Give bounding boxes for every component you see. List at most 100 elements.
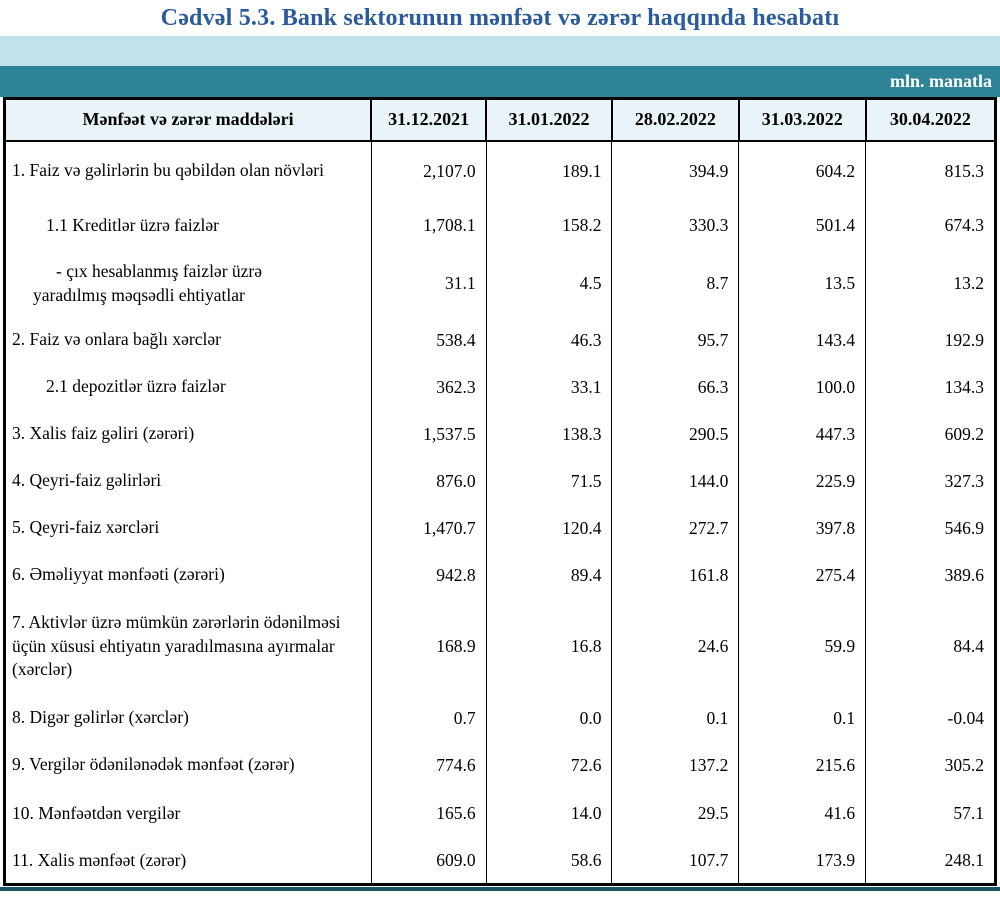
value-cell: 138.3: [486, 410, 613, 458]
column-header-items: Mənfəət və zərər maddələri: [4, 98, 373, 142]
table-row: 8. Digər gəlirlər (xərclər) 0.7 0.0 0.1 …: [4, 694, 996, 742]
value-cell: 165.6: [371, 788, 487, 839]
column-header-date-4: 31.03.2022: [738, 98, 867, 142]
value-cell: 143.4: [738, 316, 867, 364]
value-cell: 29.5: [611, 788, 740, 839]
table-row: 11. Xalis mənfəət (zərər) 609.0 58.6 107…: [4, 838, 996, 885]
value-cell: 1,708.1: [371, 200, 487, 251]
table-row: 2. Faiz və onlara bağlı xərclər 538.4 46…: [4, 316, 996, 364]
value-cell: 84.4: [953, 636, 984, 656]
table-row: 5. Qeyri-faiz xərcləri 1,470.7 120.4 272…: [4, 504, 996, 552]
value-cell: 161.8: [611, 551, 740, 599]
row-label: 1. Faiz və gəlirlərin bu qəbildən olan n…: [4, 140, 372, 201]
row-label: 5. Qeyri-faiz xərcləri: [4, 504, 372, 552]
table-row: 7. Aktivlər üzrə mümkün zərərlərin ödəni…: [4, 598, 996, 695]
value-cell: 290.5: [611, 410, 740, 458]
teal-header-band: mln. manatla: [0, 66, 1000, 97]
value-cell: 59.9: [738, 598, 867, 695]
value-cell: 16.8: [486, 598, 613, 695]
value-cell: 248.1: [944, 850, 984, 871]
value-cell: 1,470.7: [371, 504, 487, 552]
row-label-line2: yaradılmış məqsədli ehtiyatlar: [33, 284, 245, 305]
table-row: 1. Faiz və gəlirlərin bu qəbildən olan n…: [4, 140, 996, 201]
row-label-line1: - çıx hesablanmış faizlər üzrə: [56, 260, 263, 281]
value-cell: 389.6: [944, 564, 984, 585]
value-cell: 609.2: [944, 423, 984, 444]
value-cell: 66.3: [611, 363, 740, 411]
value-cell: 4.5: [486, 250, 613, 317]
value-cell: 158.2: [486, 200, 613, 251]
value-cell: 876.0: [371, 457, 487, 505]
value-cell: 546.9: [944, 517, 984, 538]
column-header-date-3: 28.02.2022: [611, 98, 740, 142]
value-cell: 447.3: [738, 410, 867, 458]
value-cell: 46.3: [486, 316, 613, 364]
value-cell: 609.0: [371, 838, 487, 885]
value-cell: 95.7: [611, 316, 740, 364]
row-label: 2. Faiz və onlara bağlı xərclər: [4, 316, 372, 364]
value-cell: 71.5: [486, 457, 613, 505]
row-label: 1.1 Kreditlər üzrə faizlər: [4, 200, 372, 251]
value-cell: 173.9: [738, 838, 867, 885]
value-cell: 1,537.5: [371, 410, 487, 458]
table-row: 2.1 depozitlər üzrə faizlər 362.3 33.1 6…: [4, 363, 996, 411]
row-label: 9. Vergilər ödənilənədək mənfəət (zərər): [4, 741, 372, 789]
row-label: 10. Mənfəətdən vergilər: [4, 788, 372, 839]
column-header-date-2: 31.01.2022: [486, 98, 613, 142]
row-label: 2.1 depozitlər üzrə faizlər: [4, 363, 372, 411]
row-label: 7. Aktivlər üzrə mümkün zərərlərin ödəni…: [4, 598, 372, 695]
value-cell: 192.9: [944, 329, 984, 350]
table-row: 9. Vergilər ödənilənədək mənfəət (zərər)…: [4, 741, 996, 789]
row-label: 8. Digər gəlirlər (xərclər): [4, 694, 372, 742]
table-row: 4. Qeyri-faiz gəlirləri 876.0 71.5 144.0…: [4, 457, 996, 505]
table-row: 10. Mənfəətdən vergilər 165.6 14.0 29.5 …: [4, 788, 996, 839]
table-row: - çıx hesablanmış faizlər üzrə yaradılmı…: [4, 250, 996, 317]
value-cell: 120.4: [486, 504, 613, 552]
table-row: 1.1 Kreditlər üzrə faizlər 1,708.1 158.2…: [4, 200, 996, 251]
value-cell: 100.0: [738, 363, 867, 411]
value-cell: 305.2: [944, 754, 984, 775]
value-cell: 0.1: [738, 694, 867, 742]
value-cell: 24.6: [611, 598, 740, 695]
value-cell: 14.0: [486, 788, 613, 839]
value-cell: 272.7: [611, 504, 740, 552]
bottom-accent-strip: [0, 887, 1000, 891]
page-title: Cədvəl 5.3. Bank sektorunun mənfəət və z…: [160, 4, 840, 31]
value-cell: 397.8: [738, 504, 867, 552]
unit-label: mln. manatla: [889, 71, 992, 91]
value-cell: 2,107.0: [371, 140, 487, 201]
value-cell: 538.4: [371, 316, 487, 364]
value-cell: 674.3: [944, 215, 984, 235]
value-cell: 107.7: [611, 838, 740, 885]
value-cell: 41.6: [738, 788, 867, 839]
value-cell: 13.5: [738, 250, 867, 317]
row-label: 3. Xalis faiz gəliri (zərəri): [4, 410, 372, 458]
value-cell: 0.0: [486, 694, 613, 742]
table-row: 6. Əməliyyat mənfəəti (zərəri) 942.8 89.…: [4, 551, 996, 599]
row-label: - çıx hesablanmış faizlər üzrə yaradılmı…: [4, 250, 372, 317]
value-cell: 72.6: [486, 741, 613, 789]
value-cell: 8.7: [611, 250, 740, 317]
table-row: 3. Xalis faiz gəliri (zərəri) 1,537.5 13…: [4, 410, 996, 458]
value-cell: 189.1: [486, 140, 613, 201]
value-cell: 134.3: [944, 376, 984, 397]
value-cell: 144.0: [611, 457, 740, 505]
value-cell: 0.7: [371, 694, 487, 742]
value-cell: 275.4: [738, 551, 867, 599]
light-blue-band: [0, 36, 1000, 66]
value-cell: 215.6: [738, 741, 867, 789]
column-header-date-1: 31.12.2021: [371, 98, 488, 142]
value-cell: -0.04: [947, 707, 984, 728]
value-cell: 327.3: [944, 470, 984, 491]
value-cell: 13.2: [953, 273, 984, 293]
value-cell: 57.1: [953, 803, 984, 823]
row-label: 4. Qeyri-faiz gəlirləri: [4, 457, 372, 505]
profit-loss-table: Mənfəət və zərər maddələri 31.12.2021 31…: [3, 97, 997, 886]
header-row: Mənfəət və zərər maddələri 31.12.2021 31…: [4, 98, 996, 142]
value-cell: 362.3: [371, 363, 487, 411]
value-cell: 604.2: [738, 140, 867, 201]
row-label: 11. Xalis mənfəət (zərər): [4, 838, 372, 885]
value-cell: 0.1: [611, 694, 740, 742]
bottom-gap: [0, 886, 1000, 887]
row-label: 6. Əməliyyat mənfəəti (zərəri): [4, 551, 372, 599]
